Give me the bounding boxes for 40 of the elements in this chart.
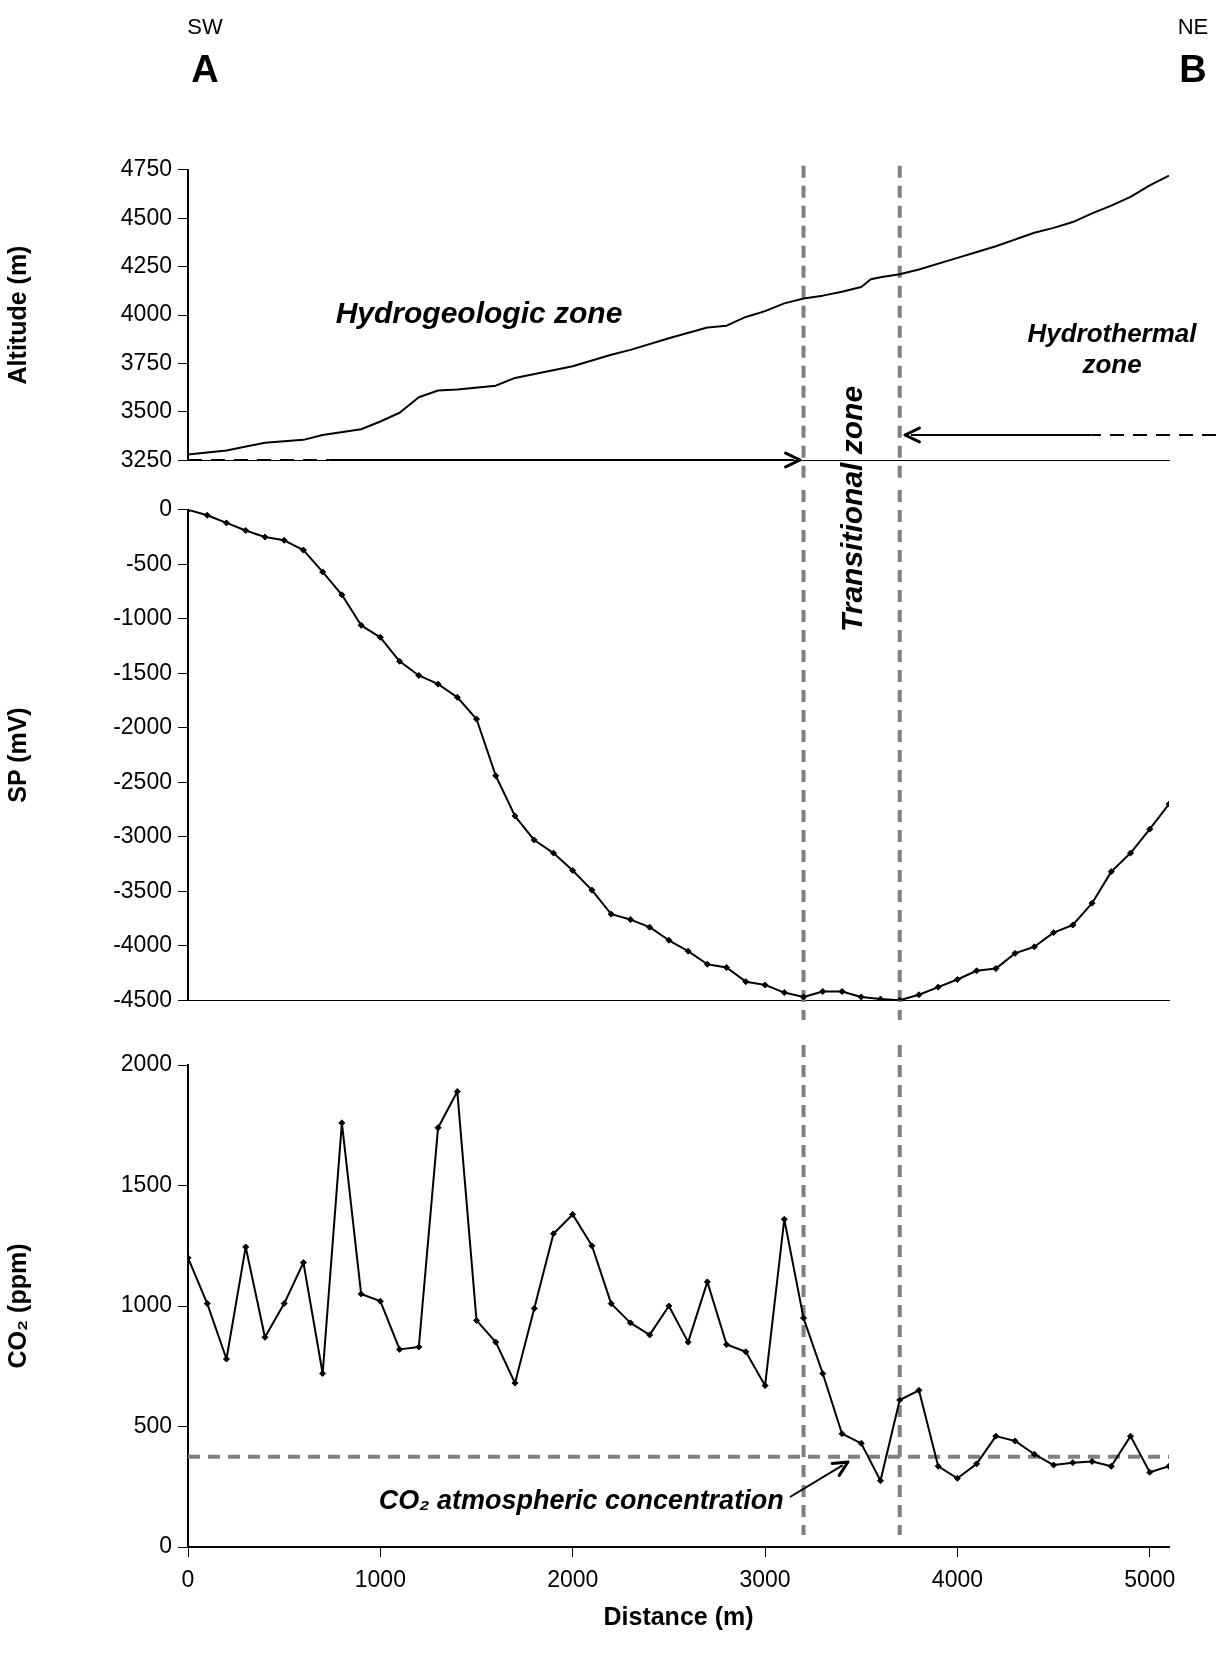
y-tick-label: 0 — [159, 1532, 172, 1559]
x-tick-label: 4000 — [931, 1566, 983, 1593]
y-tick-label: 1000 — [120, 1291, 172, 1318]
y-tick-label: 4250 — [120, 251, 172, 278]
annotation: Hydrogeologic zone — [335, 296, 623, 330]
y-tick-label: -2000 — [113, 713, 172, 740]
y-tick-label: -1000 — [113, 604, 172, 631]
x-axis-title: Distance (m) — [603, 1601, 754, 1630]
y-axis-title: SP (mV) — [2, 707, 31, 803]
text: B — [1179, 48, 1207, 91]
x-tick-label: 2000 — [547, 1566, 599, 1593]
y-axis-title: CO₂ (ppm) — [2, 1243, 31, 1369]
y-tick-label: -1500 — [113, 658, 172, 685]
annotation: Hydrothermal zone — [1026, 318, 1198, 380]
y-tick-label: 4750 — [120, 155, 172, 182]
y-tick-label: 0 — [159, 495, 172, 522]
y-tick-label: 3750 — [120, 348, 172, 375]
annotation: CO₂ atmospheric concentration — [378, 1484, 784, 1516]
text: SW — [187, 14, 223, 40]
y-tick-label: 4000 — [120, 300, 172, 327]
y-tick-label: -4500 — [113, 985, 172, 1012]
y-tick-label: 4500 — [120, 203, 172, 230]
annotation: Transitional zone — [835, 385, 869, 633]
y-tick-label: -3000 — [113, 822, 172, 849]
y-tick-label: -4000 — [113, 931, 172, 958]
y-tick-label: 3250 — [120, 445, 172, 472]
y-tick-label: 2000 — [120, 1050, 172, 1077]
y-tick-label: 3500 — [120, 397, 172, 424]
y-tick-label: 1500 — [120, 1170, 172, 1197]
text: A — [191, 48, 219, 91]
y-tick-label: -2500 — [113, 767, 172, 794]
x-tick-label: 1000 — [354, 1566, 406, 1593]
x-tick-label: 3000 — [739, 1566, 791, 1593]
y-axis-title: Altitude (m) — [2, 245, 31, 385]
y-tick-label: 500 — [133, 1411, 172, 1438]
x-tick-label: 5000 — [1124, 1566, 1176, 1593]
text: NE — [1177, 14, 1209, 40]
x-tick-label: 0 — [181, 1566, 195, 1593]
y-tick-label: -3500 — [113, 876, 172, 903]
y-tick-label: -500 — [125, 549, 172, 576]
